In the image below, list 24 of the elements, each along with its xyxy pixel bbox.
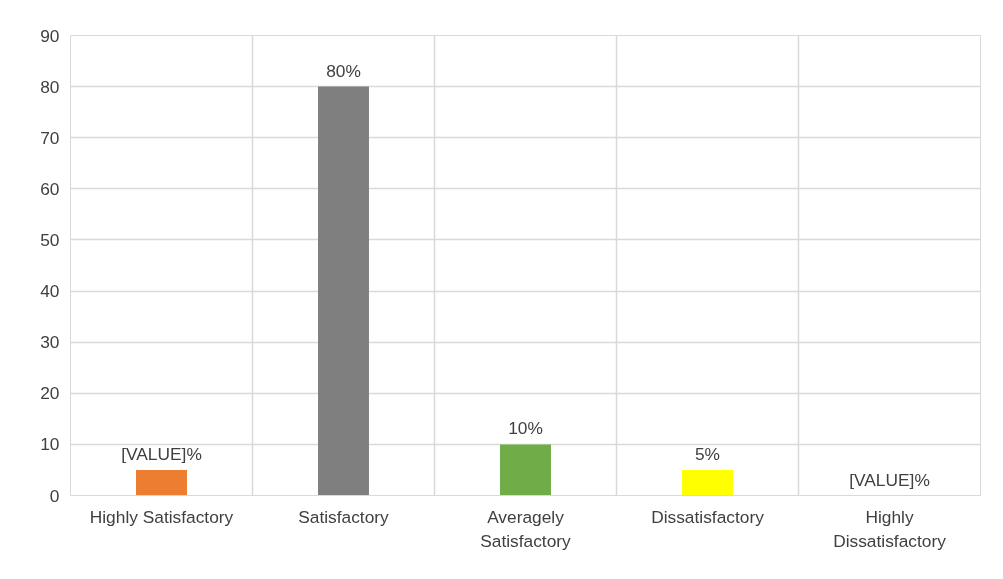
y-tick-label: 70 bbox=[40, 127, 60, 148]
y-tick-label: 20 bbox=[40, 383, 60, 404]
y-tick-label: 10 bbox=[40, 434, 60, 455]
data-label: 80% bbox=[326, 60, 361, 81]
data-label: 5% bbox=[694, 443, 721, 464]
bar bbox=[682, 469, 733, 496]
x-tick-label: Highly Dissatisfactory bbox=[833, 506, 947, 551]
x-tick-label: Averagely Satisfactory bbox=[480, 506, 572, 551]
x-tick-label: Dissatisfactory bbox=[651, 506, 765, 527]
bar bbox=[136, 469, 187, 496]
bar bbox=[318, 86, 369, 496]
y-tick-label: 0 bbox=[49, 485, 60, 506]
data-label: [VALUE]% bbox=[849, 469, 930, 490]
y-tick-label: 60 bbox=[40, 178, 60, 199]
bar bbox=[500, 444, 551, 496]
y-tick-label: 90 bbox=[40, 25, 60, 46]
y-tick-label: 80 bbox=[40, 76, 60, 97]
data-label: [VALUE]% bbox=[121, 443, 202, 464]
y-tick-label: 30 bbox=[40, 332, 60, 353]
x-tick-label: Highly Satisfactory bbox=[89, 506, 234, 527]
data-label: 10% bbox=[508, 418, 543, 439]
x-tick-label: Satisfactory bbox=[298, 506, 390, 527]
y-tick-label: 40 bbox=[40, 281, 60, 302]
y-tick-label: 50 bbox=[40, 229, 60, 250]
